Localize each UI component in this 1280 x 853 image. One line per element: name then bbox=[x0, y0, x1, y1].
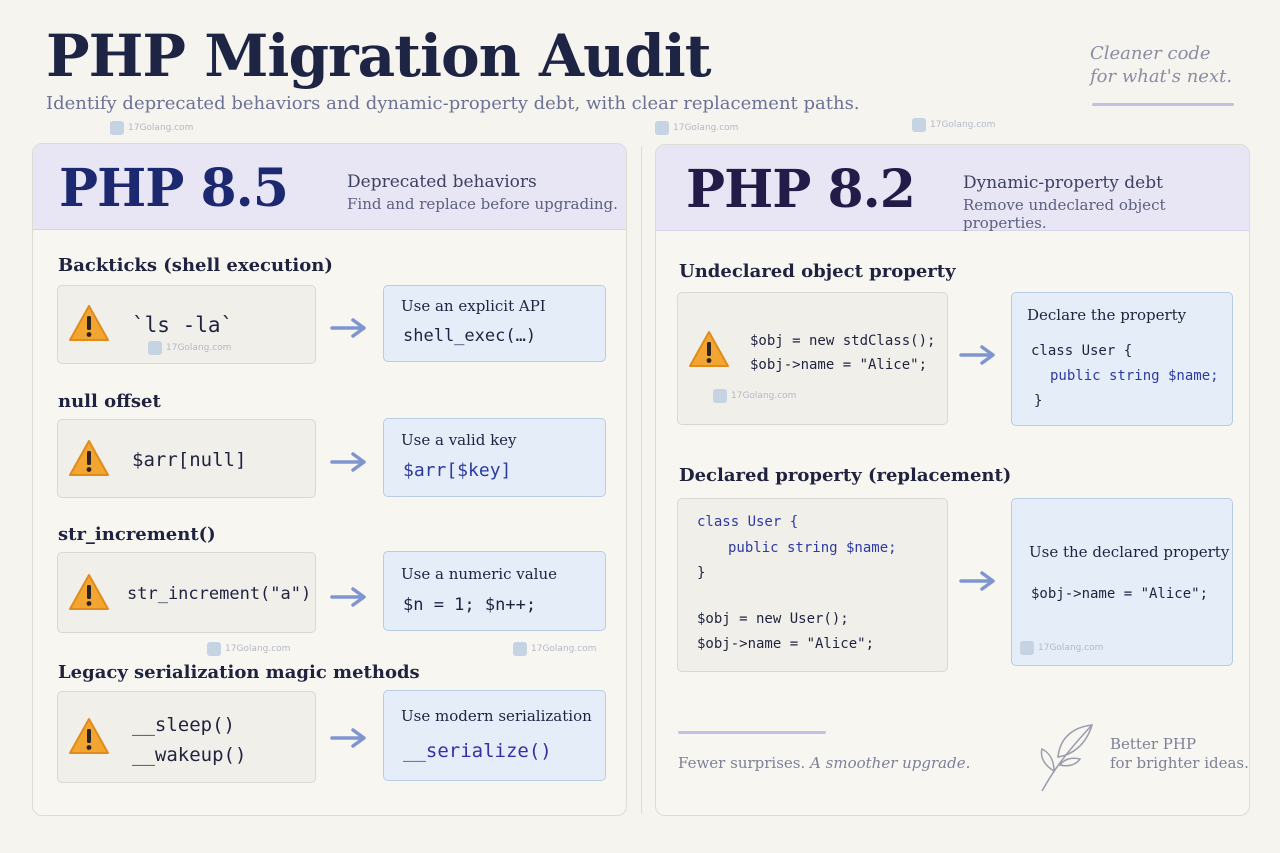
page-title: PHP Migration Audit bbox=[46, 22, 712, 90]
arrow-right-icon bbox=[329, 585, 369, 609]
deprecated-code: str_increment("a") bbox=[127, 584, 312, 604]
php82-subheading: Remove undeclared object properties. bbox=[963, 196, 1166, 232]
watermark-logo-icon bbox=[655, 121, 669, 135]
arrow-right-icon bbox=[329, 316, 369, 340]
declared-property-label: Declared property (replacement) bbox=[679, 465, 1012, 486]
deprecated-code-card: str_increment("a") bbox=[57, 552, 316, 633]
deprecated-code-card: $arr[null] bbox=[57, 419, 316, 498]
page-subtitle: Identify deprecated behaviors and dynami… bbox=[46, 93, 860, 114]
replacement-code-line-3: } bbox=[1034, 393, 1043, 409]
watermark-logo-icon bbox=[148, 341, 162, 355]
php85-panel: PHP 8.5 Deprecated behaviors Find and re… bbox=[32, 143, 627, 816]
php82-panel: PHP 8.2 Dynamic-property debt Remove und… bbox=[655, 144, 1250, 816]
declared-code-line-4: $obj = new User(); bbox=[697, 611, 849, 627]
tagline-divider bbox=[1092, 103, 1234, 106]
declared-code-line-1: class User { bbox=[697, 514, 799, 530]
replacement-card: Use a numeric value $n = 1; $n++; bbox=[383, 551, 606, 631]
replacement-code: $obj->name = "Alice"; bbox=[1031, 586, 1209, 602]
php82-version-title: PHP 8.2 bbox=[686, 159, 916, 220]
item-label-backticks: Backticks (shell execution) bbox=[58, 255, 333, 276]
watermark-logo-icon bbox=[912, 118, 926, 132]
arrow-right-icon bbox=[329, 726, 369, 750]
php82-panel-header: PHP 8.2 Dynamic-property debt Remove und… bbox=[656, 145, 1249, 232]
leaf-icon bbox=[1040, 724, 1094, 792]
footer-divider bbox=[678, 731, 826, 734]
deprecated-code-wakeup: __wakeup() bbox=[132, 744, 247, 766]
item-label-null-offset: null offset bbox=[58, 391, 161, 412]
php85-panel-header: PHP 8.5 Deprecated behaviors Find and re… bbox=[33, 144, 626, 230]
use-declared-card: Use the declared property $obj->name = "… bbox=[1011, 498, 1233, 666]
deprecated-code: `ls -la` bbox=[132, 313, 234, 337]
deprecated-code-card: __sleep() __wakeup() bbox=[57, 691, 316, 783]
replacement-code: shell_exec(…) bbox=[403, 326, 537, 346]
replacement-title: Use an explicit API bbox=[401, 297, 546, 315]
php85-version-title: PHP 8.5 bbox=[59, 158, 289, 219]
deprecated-code: $arr[null] bbox=[132, 449, 247, 471]
arrow-right-icon bbox=[958, 569, 998, 593]
replacement-title: Use the declared property bbox=[1029, 543, 1230, 561]
arrow-right-icon bbox=[329, 450, 369, 474]
watermark-logo-icon bbox=[513, 642, 527, 656]
php82-heading: Dynamic-property debt bbox=[963, 173, 1163, 193]
declared-code-line-5: $obj->name = "Alice"; bbox=[697, 636, 875, 652]
tagline-line-1: Cleaner code bbox=[1090, 43, 1211, 64]
warning-icon bbox=[68, 716, 110, 756]
php85-heading: Deprecated behaviors bbox=[347, 172, 537, 192]
replacement-card: Use a valid key $arr[$key] bbox=[383, 418, 606, 497]
watermark: 17Golang.com bbox=[713, 389, 796, 403]
watermark-logo-icon bbox=[713, 389, 727, 403]
center-divider bbox=[641, 146, 642, 814]
undeclared-code-card: $obj = new stdClass(); $obj->name = "Ali… bbox=[677, 292, 948, 425]
item-label-str-increment: str_increment() bbox=[58, 524, 216, 545]
warning-icon bbox=[68, 438, 110, 478]
brand-line-2: for brighter ideas. bbox=[1110, 754, 1249, 772]
replacement-code-line-1: class User { bbox=[1031, 343, 1133, 359]
watermark-logo-icon bbox=[1020, 641, 1034, 655]
replacement-title: Use a valid key bbox=[401, 431, 517, 449]
replacement-title: Use modern serialization bbox=[401, 707, 592, 725]
watermark: 17Golang.com bbox=[513, 642, 596, 656]
replacement-card: Use an explicit API shell_exec(…) bbox=[383, 285, 606, 362]
undeclared-code-line-1: $obj = new stdClass(); bbox=[750, 333, 936, 349]
replacement-code: $n = 1; $n++; bbox=[403, 595, 537, 615]
declared-code-card: class User { public string $name; } $obj… bbox=[677, 498, 948, 672]
replacement-code-line-2: public string $name; bbox=[1050, 368, 1219, 384]
watermark-logo-icon bbox=[207, 642, 221, 656]
watermark: 17Golang.com bbox=[207, 642, 290, 656]
undeclared-code-line-2: $obj->name = "Alice"; bbox=[750, 357, 928, 373]
declared-code-line-3: } bbox=[697, 565, 706, 581]
tagline-line-2: for what's next. bbox=[1090, 66, 1233, 87]
watermark: 17Golang.com bbox=[110, 121, 193, 135]
declare-property-card: Declare the property class User { public… bbox=[1011, 292, 1233, 426]
replacement-card: Use modern serialization __serialize() bbox=[383, 690, 606, 781]
replacement-code: __serialize() bbox=[403, 740, 552, 762]
watermark: 17Golang.com bbox=[148, 341, 231, 355]
warning-icon bbox=[688, 329, 730, 369]
brand-line-1: Better PHP bbox=[1110, 735, 1197, 753]
warning-icon bbox=[68, 572, 110, 612]
tagline: Cleaner code for what's next. bbox=[1090, 42, 1232, 88]
replacement-title: Declare the property bbox=[1027, 306, 1187, 324]
deprecated-code-sleep: __sleep() bbox=[132, 714, 235, 736]
declared-code-line-2: public string $name; bbox=[728, 540, 897, 556]
warning-icon bbox=[68, 303, 110, 343]
watermark: 17Golang.com bbox=[655, 121, 738, 135]
deprecated-code-card: `ls -la` 17Golang.com bbox=[57, 285, 316, 364]
watermark-logo-icon bbox=[110, 121, 124, 135]
footer-text: Fewer surprises. A smoother upgrade. bbox=[678, 754, 971, 772]
arrow-right-icon bbox=[958, 343, 998, 367]
item-label-legacy-serialization: Legacy serialization magic methods bbox=[58, 662, 420, 683]
undeclared-property-label: Undeclared object property bbox=[679, 261, 956, 282]
replacement-code: $arr[$key] bbox=[403, 460, 512, 481]
php85-subheading: Find and replace before upgrading. bbox=[347, 195, 618, 213]
watermark: 17Golang.com bbox=[912, 118, 995, 132]
watermark: 17Golang.com bbox=[1020, 641, 1103, 655]
replacement-title: Use a numeric value bbox=[401, 565, 558, 583]
